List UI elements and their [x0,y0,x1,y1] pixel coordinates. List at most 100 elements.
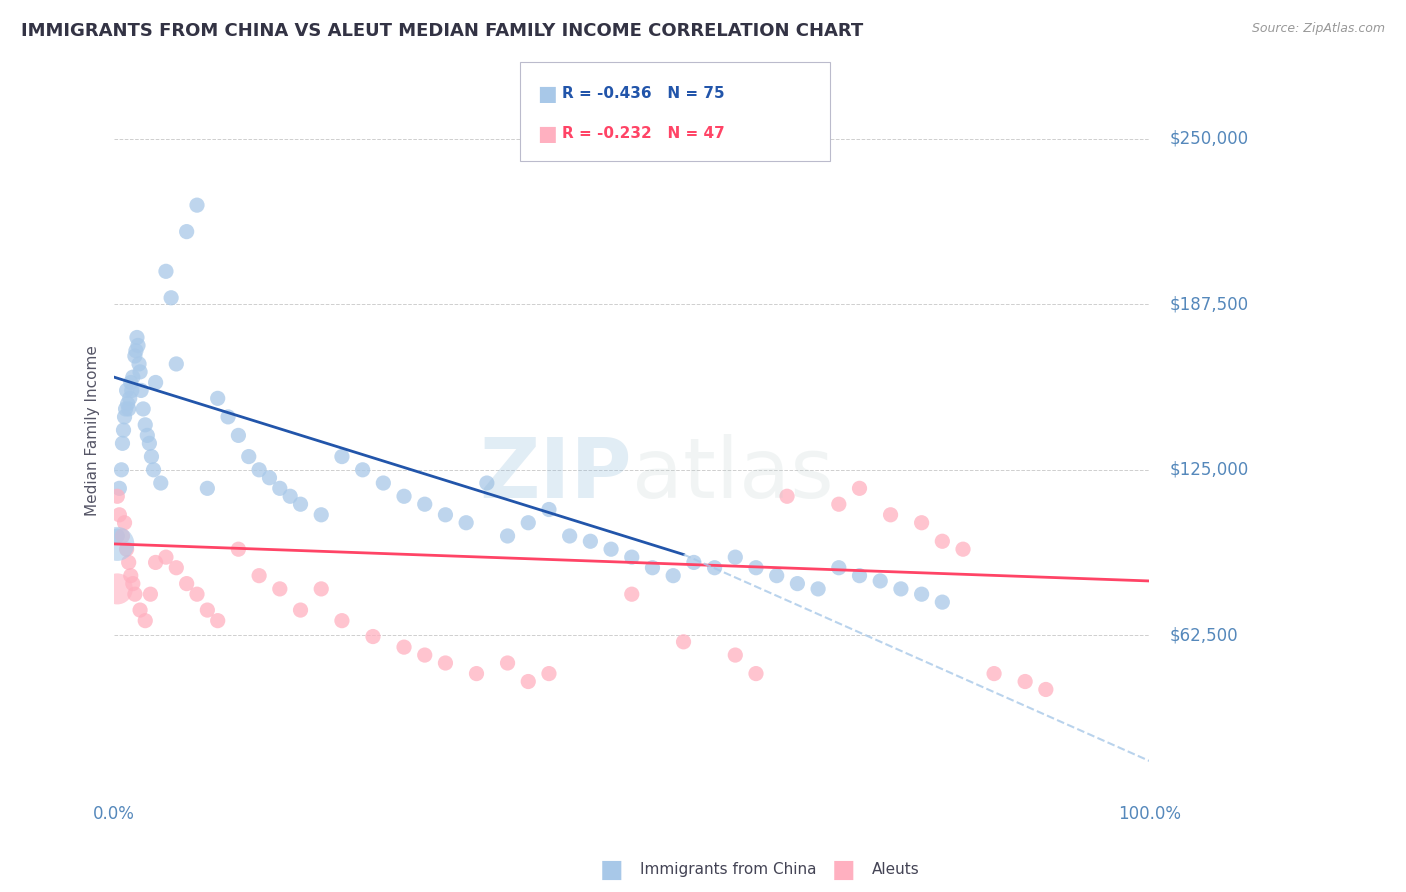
Point [125,343,148,358]
Point [620,550,643,565]
Point [124,349,146,363]
Text: $187,500: $187,500 [1170,295,1249,313]
Point [600,542,623,557]
Point [238,450,260,464]
Point [290,603,312,617]
Point [1014,674,1036,689]
Point [141,450,163,464]
Text: ■: ■ [832,858,855,881]
Point [125,330,148,344]
Point [114,401,136,416]
Point [105,582,128,596]
Point [129,384,152,398]
Point [579,534,602,549]
Text: Aleuts: Aleuts [872,863,920,877]
Point [124,587,146,601]
Point [434,508,457,522]
Point [165,357,187,371]
Point [890,582,912,596]
Point [672,635,695,649]
Point [134,614,156,628]
Point [309,582,332,596]
Point [160,291,183,305]
Point [115,384,138,398]
Point [114,516,136,530]
Point [186,587,208,601]
Point [105,489,128,503]
Point [176,576,198,591]
Point [662,568,685,582]
Y-axis label: Median Family Income: Median Family Income [86,344,100,516]
Point [128,357,150,371]
Point [114,409,136,424]
Point [186,198,208,212]
Point [149,476,172,491]
Point [195,603,218,617]
Point [127,338,149,352]
Point [879,508,901,522]
Point [108,481,131,495]
Point [828,497,851,511]
Text: $250,000: $250,000 [1170,130,1249,148]
Point [259,471,281,485]
Point [118,401,141,416]
Point [931,534,953,549]
Point [195,481,218,495]
Point [807,582,830,596]
Point [910,587,932,601]
Point [776,489,799,503]
Point [278,489,301,503]
Point [228,542,250,557]
Point [207,392,229,406]
Point [309,508,332,522]
Text: R = -0.232   N = 47: R = -0.232 N = 47 [562,127,725,141]
Point [373,476,395,491]
Point [111,436,134,450]
Point [269,582,291,596]
Point [352,463,374,477]
Point [247,463,270,477]
Point [228,428,250,442]
Text: $62,500: $62,500 [1170,626,1239,644]
Point [392,640,415,654]
Text: ■: ■ [537,84,557,103]
Point [269,481,291,495]
Point [247,568,270,582]
Point [155,264,177,278]
Point [142,463,165,477]
Point [121,384,143,398]
Point [110,463,132,477]
Point [134,417,156,432]
Point [136,428,159,442]
Point [496,529,519,543]
Point [703,560,725,574]
Text: ■: ■ [600,858,623,881]
Point [475,476,498,491]
Point [620,587,643,601]
Point [118,556,141,570]
Point [330,450,353,464]
Point [828,560,851,574]
Text: $125,000: $125,000 [1170,461,1250,479]
Point [983,666,1005,681]
Point [120,376,142,390]
Text: Immigrants from China: Immigrants from China [640,863,817,877]
Point [413,648,436,662]
Point [105,537,128,551]
Point [217,409,239,424]
Point [724,550,747,565]
Text: ZIP: ZIP [479,434,631,515]
Text: R = -0.436   N = 75: R = -0.436 N = 75 [562,87,725,101]
Point [537,666,560,681]
Point [105,529,128,543]
Point [517,516,540,530]
Point [413,497,436,511]
Point [129,365,152,379]
Point [120,568,142,582]
Point [121,576,143,591]
Point [434,656,457,670]
Point [517,674,540,689]
Point [786,576,808,591]
Text: Source: ZipAtlas.com: Source: ZipAtlas.com [1251,22,1385,36]
Text: IMMIGRANTS FROM CHINA VS ALEUT MEDIAN FAMILY INCOME CORRELATION CHART: IMMIGRANTS FROM CHINA VS ALEUT MEDIAN FA… [21,22,863,40]
